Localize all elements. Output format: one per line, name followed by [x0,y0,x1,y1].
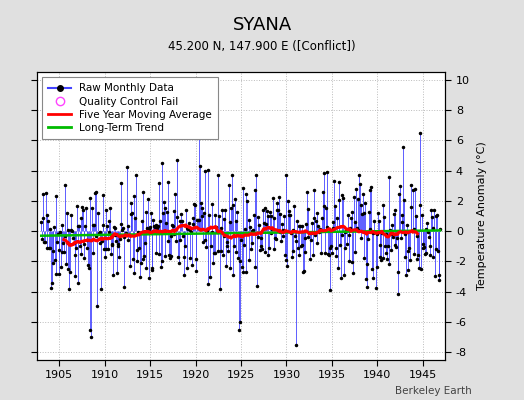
Text: 45.200 N, 147.900 E ([Conflict]): 45.200 N, 147.900 E ([Conflict]) [168,40,356,53]
Legend: Raw Monthly Data, Quality Control Fail, Five Year Moving Average, Long-Term Tren: Raw Monthly Data, Quality Control Fail, … [42,77,219,139]
Text: SYANA: SYANA [232,16,292,34]
Y-axis label: Temperature Anomaly (°C): Temperature Anomaly (°C) [477,142,487,290]
Text: Berkeley Earth: Berkeley Earth [395,386,472,396]
